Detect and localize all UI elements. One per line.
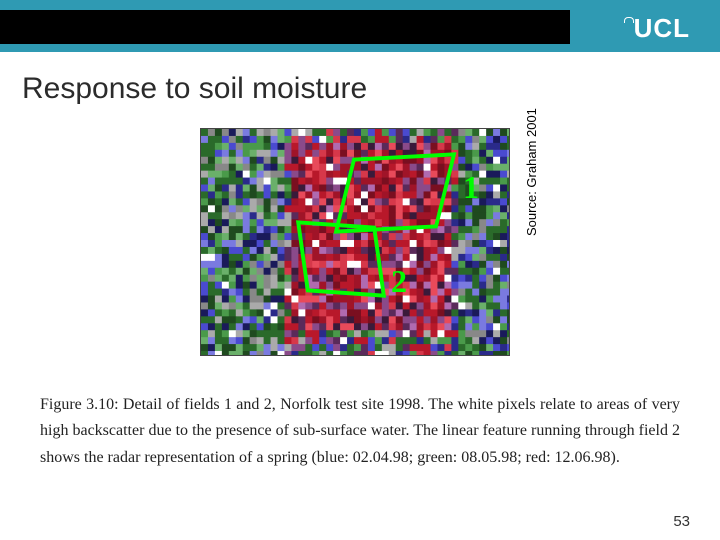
figure-caption: Figure 3.10: Detail of fields 1 and 2, N…: [40, 392, 680, 471]
ucl-dome-icon: [622, 13, 634, 25]
page-title: Response to soil moisture: [22, 72, 367, 106]
field-1-label: 1: [463, 169, 479, 206]
ucl-logo-text: UCL: [634, 13, 690, 43]
field-2-outline: [296, 220, 386, 298]
header-stripe: [0, 10, 570, 44]
source-credit: Source: Graham 2001: [524, 108, 539, 236]
page-number: 53: [673, 513, 690, 530]
ucl-logo: UCL: [622, 13, 690, 44]
field-2-label: 2: [391, 263, 407, 300]
field-1-outline: [334, 152, 457, 233]
sar-figure: 1 2: [200, 128, 510, 356]
